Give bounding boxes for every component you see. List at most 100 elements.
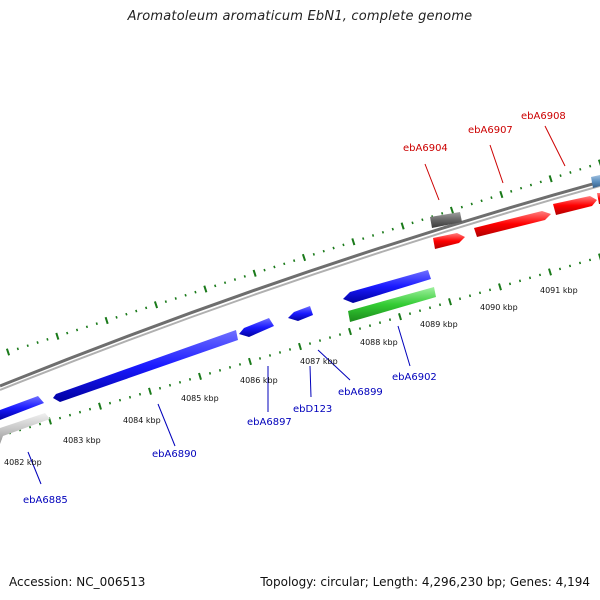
- kbp-labels: 4082 kbp 4083 kbp 4084 kbp 4085 kbp 4086…: [4, 286, 578, 467]
- major-tick: [351, 238, 356, 246]
- locus-label-ebA6904[interactable]: ebA6904: [403, 143, 448, 154]
- gene-gray[interactable]: [430, 212, 462, 228]
- kbp-label: 4089 kbp: [420, 320, 458, 329]
- locus-label-ebA6902[interactable]: ebA6902: [392, 372, 437, 383]
- major-tick: [400, 222, 405, 230]
- minor-tick: [559, 174, 562, 177]
- minor-tick: [138, 392, 142, 396]
- minor-tick: [26, 344, 29, 348]
- locus-label-ebA6885[interactable]: ebA6885: [23, 495, 68, 506]
- minor-tick: [518, 279, 522, 283]
- major-tick: [448, 298, 452, 306]
- kbp-label: 4091 kbp: [540, 286, 578, 295]
- gene-red-ebA6907[interactable]: [474, 211, 551, 237]
- kbp-label: 4087 kbp: [300, 357, 338, 366]
- kbp-label: 4085 kbp: [181, 394, 219, 403]
- gene-blue-ebA6890[interactable]: [53, 330, 238, 402]
- major-tick: [597, 159, 600, 167]
- minor-tick: [16, 347, 19, 351]
- minor-tick: [214, 284, 217, 288]
- minor-tick: [358, 327, 362, 330]
- kbp-label: 4086 kbp: [240, 376, 278, 385]
- minor-tick: [508, 282, 512, 286]
- minor-tick: [421, 218, 424, 222]
- gene-red-ebA6908[interactable]: [553, 196, 597, 215]
- minor-tick: [322, 249, 325, 253]
- accession-text: Accession: NC_006513: [9, 575, 146, 589]
- locus-label-ebA6890[interactable]: ebA6890: [152, 449, 197, 460]
- genome-summary-text: Topology: circular; Length: 4,296,230 bp…: [260, 575, 590, 589]
- minor-tick: [108, 401, 112, 405]
- major-tick: [449, 206, 455, 214]
- minor-tick: [460, 205, 463, 209]
- minor-tick: [588, 258, 592, 262]
- minor-tick: [95, 322, 98, 326]
- gene-red-edge[interactable]: [597, 193, 600, 204]
- reverse-genes: [0, 270, 436, 444]
- minor-tick: [218, 368, 222, 372]
- locus-label-ebA6907[interactable]: ebA6907: [468, 125, 513, 136]
- minor-tick: [468, 294, 472, 298]
- minor-tick: [589, 164, 592, 168]
- minor-tick: [458, 297, 462, 301]
- minor-tick: [362, 237, 365, 240]
- minor-tick: [85, 325, 89, 329]
- gene-blue-ebD123[interactable]: [288, 306, 313, 321]
- minor-tick: [243, 275, 246, 278]
- minor-tick: [428, 306, 432, 310]
- minor-tick: [263, 268, 266, 272]
- major-tick: [104, 316, 109, 325]
- major-tick: [148, 387, 152, 395]
- gene-blue-left-edge[interactable]: [0, 396, 44, 420]
- major-tick: [499, 190, 504, 199]
- minor-tick: [75, 328, 79, 332]
- locus-label-ebD123[interactable]: ebD123: [293, 404, 332, 415]
- locus-label-ebA6897[interactable]: ebA6897: [247, 417, 292, 428]
- major-tick: [252, 269, 257, 277]
- minor-tick: [168, 383, 172, 387]
- minor-tick: [228, 365, 232, 369]
- locus-label-ebA6899[interactable]: ebA6899: [338, 387, 383, 398]
- minor-tick: [381, 230, 385, 234]
- gene-blue-ebA6899[interactable]: [343, 270, 431, 303]
- locus-label-ebA6908[interactable]: ebA6908: [521, 111, 566, 122]
- major-tick: [55, 332, 60, 340]
- major-tick: [548, 268, 552, 276]
- minor-tick: [388, 318, 392, 322]
- major-tick: [248, 357, 252, 366]
- minor-tick: [164, 300, 167, 303]
- minor-tick: [338, 333, 342, 336]
- kbp-label: 4083 kbp: [63, 436, 101, 445]
- major-tick: [5, 348, 11, 356]
- gene-lightgray-ebA6885[interactable]: [0, 413, 50, 444]
- minor-tick: [115, 315, 118, 319]
- minor-tick: [368, 324, 372, 328]
- minor-tick: [378, 321, 382, 325]
- locus-leader-lines: [27, 125, 566, 485]
- major-tick: [98, 402, 102, 410]
- forward-genes: [430, 175, 600, 249]
- map-title: Aromatoleum aromaticum EbN1, complete ge…: [127, 9, 473, 24]
- minor-tick: [408, 312, 412, 316]
- major-tick: [153, 301, 159, 309]
- minor-tick: [328, 336, 332, 339]
- minor-tick: [258, 357, 262, 360]
- minor-tick: [278, 351, 282, 354]
- minor-tick: [68, 413, 72, 417]
- major-tick: [598, 253, 600, 261]
- gene-red-ebA6904[interactable]: [433, 233, 465, 249]
- minor-tick: [188, 377, 192, 381]
- gene-green-ebA6902[interactable]: [348, 287, 436, 322]
- gene-blue-ebA6897[interactable]: [239, 318, 274, 337]
- reverse-locus-labels: ebA6885 ebA6890 ebA6897 ebD123 ebA6899 e…: [23, 372, 437, 506]
- minor-tick: [488, 288, 492, 292]
- minor-tick: [529, 183, 533, 187]
- minor-tick: [411, 221, 414, 225]
- gene-steel[interactable]: [591, 175, 600, 188]
- major-tick: [301, 253, 307, 262]
- minor-tick: [36, 341, 39, 344]
- minor-tick: [308, 342, 312, 345]
- minor-tick: [233, 278, 237, 281]
- minor-tick: [135, 309, 138, 313]
- minor-tick: [194, 290, 197, 294]
